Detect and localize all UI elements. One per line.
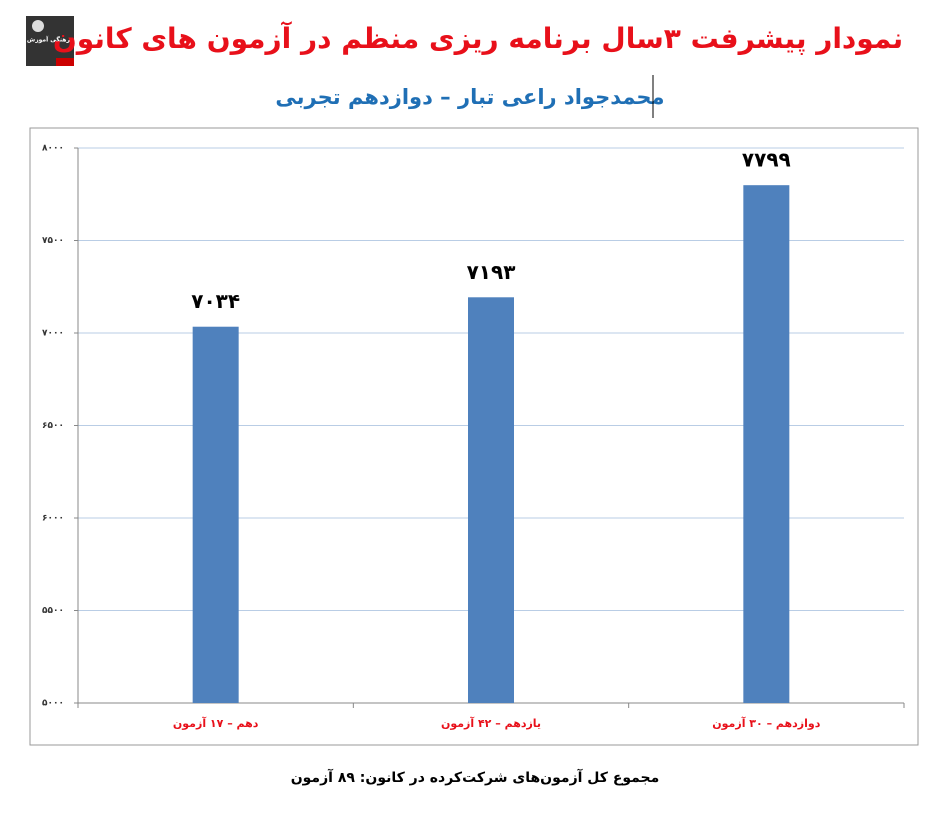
- logo-icon: [32, 20, 44, 32]
- data-label: ۷۷۹۹: [742, 148, 791, 172]
- y-tick-label: ۶۵۰۰: [42, 421, 64, 431]
- x-tick-label: یازدهم – ۴۲ آزمون: [441, 716, 541, 730]
- chart-title: نمودار پیشرفت ۳سال برنامه ریزی منظم در آ…: [53, 21, 903, 55]
- y-tick-label: ۵۵۰۰: [42, 606, 64, 616]
- footnote: مجموع کل آزمون‌های شرکت‌کرده در کانون: ۸…: [291, 768, 660, 786]
- data-label: ۷۱۹۳: [467, 260, 516, 284]
- logo: کانون فرهنگی آموزش: [26, 16, 94, 66]
- bar: [743, 185, 790, 703]
- x-tick-label: دوازدهم – ۳۰ آزمون: [712, 716, 820, 730]
- bar: [192, 326, 239, 703]
- x-tick-label: دهم – ۱۷ آزمون: [173, 716, 259, 730]
- chart-subtitle: محمدجواد راعی تبار – دوازدهم تجربی: [275, 85, 664, 109]
- y-tick-label: ۷۰۰۰: [42, 329, 64, 339]
- y-tick-label: ۶۰۰۰: [42, 514, 64, 524]
- data-label: ۷۰۳۴: [191, 289, 240, 313]
- y-tick-label: ۷۵۰۰: [42, 236, 64, 246]
- chart-frame: [29, 127, 919, 746]
- logo-tag: [56, 58, 74, 66]
- bar: [468, 297, 514, 703]
- y-tick-label: ۵۰۰۰: [42, 699, 64, 709]
- logo-text: کانون فرهنگی آموزش: [27, 35, 94, 44]
- y-tick-label: ۸۰۰۰: [42, 144, 64, 154]
